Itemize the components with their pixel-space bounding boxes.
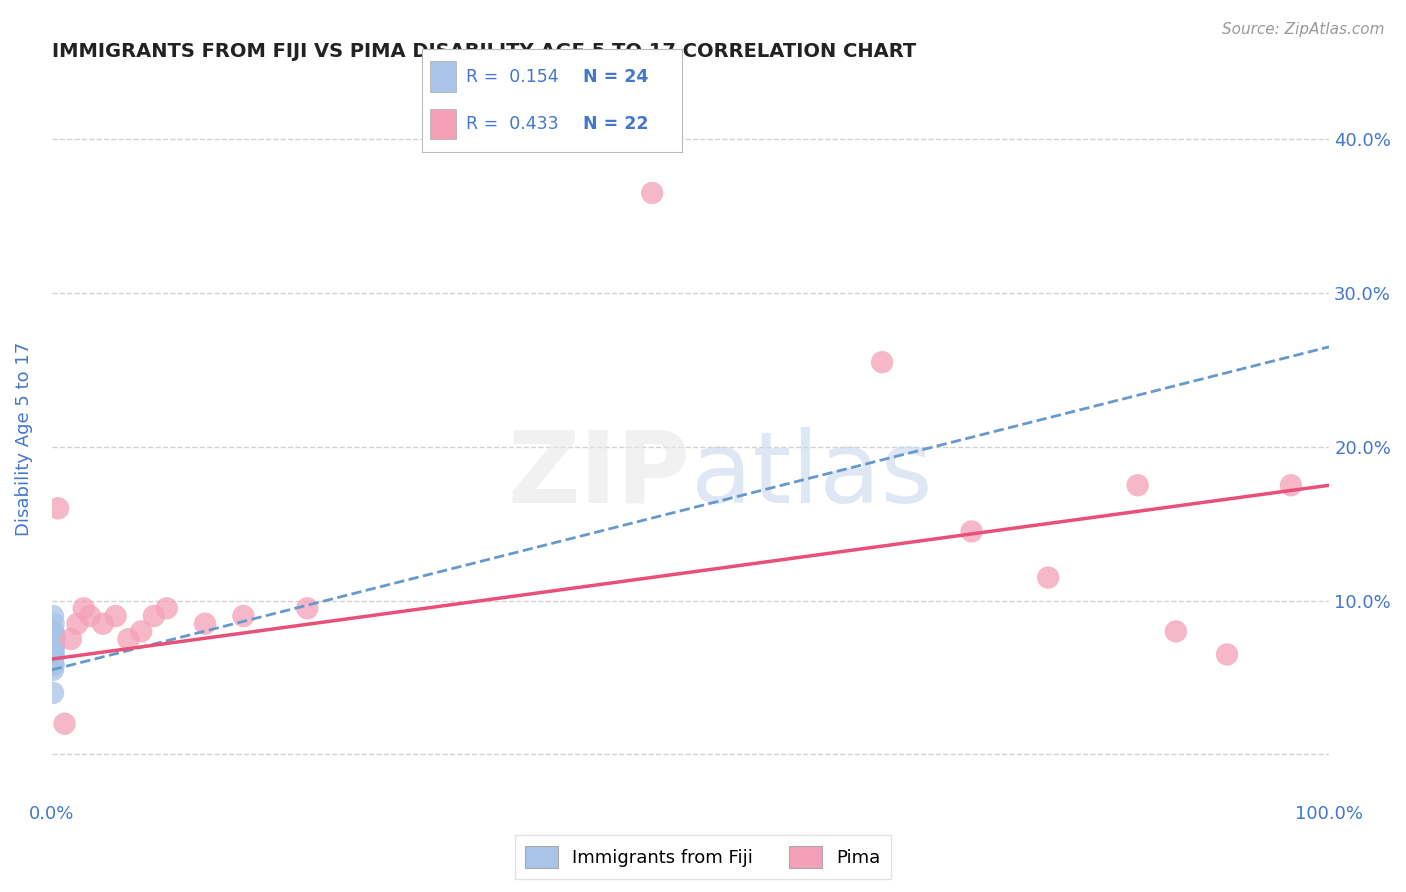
Legend: Immigrants from Fiji, Pima: Immigrants from Fiji, Pima xyxy=(515,835,891,879)
Point xyxy=(42,655,65,669)
Point xyxy=(42,643,65,657)
Point xyxy=(117,632,139,646)
Point xyxy=(42,643,65,657)
Text: N = 22: N = 22 xyxy=(583,115,648,133)
Point xyxy=(42,663,65,677)
Point xyxy=(42,658,65,673)
Point xyxy=(42,658,65,673)
Point xyxy=(79,609,101,624)
Point xyxy=(232,609,254,624)
Point xyxy=(641,186,664,200)
Point xyxy=(91,616,114,631)
Point xyxy=(42,640,65,654)
FancyBboxPatch shape xyxy=(430,62,456,92)
Point xyxy=(42,652,65,666)
Text: N = 24: N = 24 xyxy=(583,68,648,86)
Point xyxy=(42,648,65,662)
Text: atlas: atlas xyxy=(690,426,932,524)
Text: R =  0.154: R = 0.154 xyxy=(465,68,558,86)
Point xyxy=(44,627,66,641)
Y-axis label: Disability Age 5 to 17: Disability Age 5 to 17 xyxy=(15,342,32,536)
FancyBboxPatch shape xyxy=(430,109,456,139)
Point xyxy=(42,686,65,700)
Text: Source: ZipAtlas.com: Source: ZipAtlas.com xyxy=(1222,22,1385,37)
Point xyxy=(1126,478,1149,492)
Point xyxy=(870,355,893,369)
Text: ZIP: ZIP xyxy=(508,426,690,524)
Point xyxy=(42,637,65,651)
Point xyxy=(156,601,179,615)
Point xyxy=(44,632,66,646)
Point xyxy=(194,616,217,631)
Point xyxy=(42,624,65,639)
Point xyxy=(42,648,65,662)
Point xyxy=(1279,478,1302,492)
Point xyxy=(142,609,165,624)
Point xyxy=(297,601,319,615)
Point xyxy=(53,716,76,731)
Point xyxy=(42,640,65,654)
Text: R =  0.433: R = 0.433 xyxy=(465,115,558,133)
Point xyxy=(44,632,66,646)
Point xyxy=(1216,648,1239,662)
Point xyxy=(73,601,96,615)
Point xyxy=(59,632,82,646)
Point xyxy=(42,637,65,651)
Point xyxy=(129,624,152,639)
Point xyxy=(42,648,65,662)
Point xyxy=(42,616,65,631)
Text: IMMIGRANTS FROM FIJI VS PIMA DISABILITY AGE 5 TO 17 CORRELATION CHART: IMMIGRANTS FROM FIJI VS PIMA DISABILITY … xyxy=(52,42,915,61)
Point xyxy=(960,524,983,539)
Point xyxy=(42,609,65,624)
Point xyxy=(42,650,65,665)
Point xyxy=(46,501,69,516)
Point xyxy=(1164,624,1187,639)
Point xyxy=(104,609,127,624)
Point xyxy=(1038,570,1060,584)
Point xyxy=(42,627,65,641)
Point xyxy=(42,640,65,654)
Point xyxy=(66,616,89,631)
